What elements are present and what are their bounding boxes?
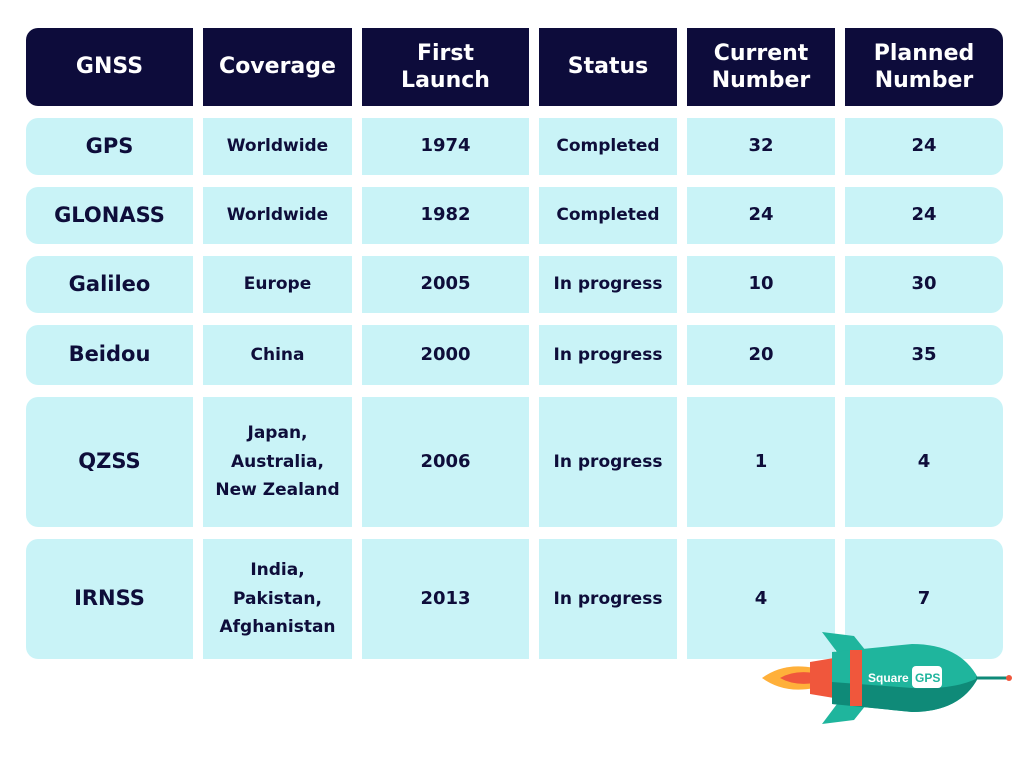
header-first-launch-label: First Launch [401,40,490,94]
logo-badge [912,666,942,688]
cell-status: In progress [539,256,677,313]
cell-text: 1982 [420,204,471,226]
cell-text: 1 [754,450,768,472]
cell-text: QZSS [78,449,141,474]
cell-current-number: 24 [687,187,835,244]
cell-gnss: IRNSS [26,539,193,659]
cell-text: India, Pakistan, Afghanistan [219,559,336,638]
cell-text: GPS [85,133,134,158]
cell-text: Completed [556,205,660,226]
cell-text: China [250,344,305,365]
cell-current-number: 4 [687,539,835,659]
square-gps-rocket-logo: Square GPS [762,632,1012,724]
header-first-launch: First Launch [362,28,529,106]
header-coverage: Coverage [203,28,352,106]
header-current-number-label: Current Number [711,40,811,94]
header-status-label: Status [567,54,649,80]
cell-first-launch: 1982 [362,187,529,244]
cell-first-launch: 2000 [362,325,529,385]
cell-text: In progress [553,344,663,365]
cell-text: Japan, Australia, New Zealand [215,422,340,501]
cell-coverage: Worldwide [203,118,352,175]
cell-text: In progress [553,274,663,295]
cell-text: In progress [553,451,663,472]
header-status: Status [539,28,677,106]
header-current-number: Current Number [687,28,835,106]
header-planned-number: Planned Number [845,28,1003,106]
cell-current-number: 10 [687,256,835,313]
logo-text-square: Square [868,671,909,685]
cell-text: 2013 [420,587,471,609]
cell-first-launch: 1974 [362,118,529,175]
cell-gnss: Galileo [26,256,193,313]
cell-planned-number: 24 [845,187,1003,244]
cell-coverage: China [203,325,352,385]
cell-text: 35 [911,343,937,365]
cell-text: Worldwide [226,136,329,157]
cell-status: Completed [539,118,677,175]
cell-first-launch: 2013 [362,539,529,659]
cell-text: 4 [917,450,931,472]
cell-text: Beidou [68,342,151,367]
cell-planned-number: 30 [845,256,1003,313]
header-gnss-label: GNSS [75,54,144,80]
cell-text: Worldwide [226,205,329,226]
cell-planned-number: 24 [845,118,1003,175]
cell-status: In progress [539,325,677,385]
cell-planned-number: 7 [845,539,1003,659]
cell-text: 1974 [420,135,471,157]
cell-coverage: Japan, Australia, New Zealand [203,397,352,527]
cell-current-number: 1 [687,397,835,527]
cell-text: 10 [748,273,774,295]
nozzle-icon [810,658,834,698]
cell-gnss: GPS [26,118,193,175]
cell-text: 24 [748,204,774,226]
cell-first-launch: 2005 [362,256,529,313]
cell-coverage: Worldwide [203,187,352,244]
cell-first-launch: 2006 [362,397,529,527]
header-gnss: GNSS [26,28,193,106]
cell-planned-number: 35 [845,325,1003,385]
cell-current-number: 20 [687,325,835,385]
cell-current-number: 32 [687,118,835,175]
flame-core-icon [780,672,814,684]
cell-text: Europe [243,274,312,295]
cell-text: 4 [754,587,768,609]
header-planned-number-label: Planned Number [873,40,975,94]
header-coverage-label: Coverage [219,54,336,80]
cell-text: GLONASS [54,202,165,227]
cell-text: 24 [911,204,937,226]
cell-text: Galileo [68,271,151,296]
cell-text: In progress [553,588,663,609]
cell-text: Completed [556,136,660,157]
cell-status: Completed [539,187,677,244]
cell-text: 7 [917,587,931,609]
cell-planned-number: 4 [845,397,1003,527]
cell-coverage: Europe [203,256,352,313]
cell-gnss: GLONASS [26,187,193,244]
cell-text: 32 [748,135,774,157]
cell-text: 2005 [420,273,471,295]
cell-gnss: QZSS [26,397,193,527]
rocket-shadow-icon [832,678,978,712]
cell-text: 2006 [420,450,471,472]
cell-status: In progress [539,539,677,659]
cell-coverage: India, Pakistan, Afghanistan [203,539,352,659]
cell-text: 20 [748,343,774,365]
logo-text-gps: GPS [915,671,940,685]
rocket-stripe-icon [850,650,862,706]
antenna-tip-icon [1006,675,1012,681]
cell-text: 30 [911,273,937,295]
cell-gnss: Beidou [26,325,193,385]
cell-text: 2000 [420,343,471,365]
cell-text: IRNSS [74,586,145,611]
cell-status: In progress [539,397,677,527]
gnss-table: GNSS Coverage First Launch Status Curren… [26,28,1007,659]
cell-text: 24 [911,135,937,157]
